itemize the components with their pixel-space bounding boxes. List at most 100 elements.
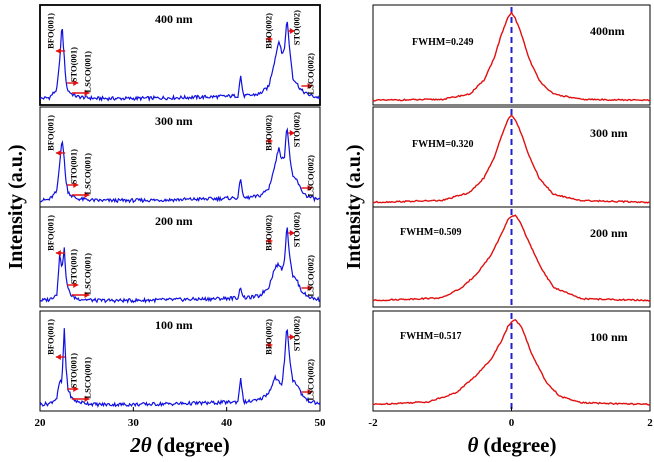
- rocking-subplot-4: FWHM=0.517 100 nm: [372, 310, 651, 412]
- right-y-axis-label: Intensity (a.u.): [343, 144, 365, 269]
- rocking-subplots: FWHM=0.249 400nm FWHM=0.320 300 nm FWHM=0.50…: [372, 4, 651, 412]
- peak-label: LSCO(002): [306, 255, 316, 297]
- peak-label: LSCO(001): [83, 253, 93, 295]
- peak-arrowhead: [265, 342, 271, 348]
- peak-label: BFO(001): [45, 319, 55, 355]
- peak-arrowhead: [289, 230, 295, 236]
- peak-label: STO(002): [292, 212, 302, 247]
- thickness-label: 400nm: [590, 24, 625, 38]
- left-x-axis-unit: (degree): [157, 433, 230, 457]
- xrd-trace-1: [39, 21, 321, 103]
- x-tick-label: -2: [368, 417, 378, 429]
- xrd-subplot-2: 300 nm BFO(001) STO(001) LSCO(001) BFO(002) S…: [39, 106, 321, 208]
- peak-arrowhead: [55, 250, 61, 256]
- peak-label: BFO(002): [264, 115, 274, 151]
- peak-arrowhead: [73, 182, 79, 188]
- peak-arrowhead: [265, 138, 271, 144]
- x-tick-label: 30: [128, 417, 140, 429]
- rocking-trace-3: [372, 214, 651, 302]
- thickness-label: 200 nm: [155, 214, 193, 228]
- fwhm-label: FWHM=0.517: [400, 331, 462, 342]
- peak-label: LSCO(002): [306, 359, 316, 401]
- rocking-subplot-3: FWHM=0.509 200 nm: [372, 206, 651, 308]
- rocking-curve-panel: Intensity (a.u.) FWHM=0.249 400nm FWHM=0.3…: [343, 4, 653, 457]
- peak-arrowhead: [73, 386, 79, 392]
- subplot-frame: [39, 4, 321, 106]
- right-x-axis-symbol: θ: [468, 433, 479, 457]
- rocking-trace-1: [372, 11, 651, 102]
- thickness-label: 300 nm: [155, 114, 193, 128]
- x-tick-label: 50: [315, 417, 327, 429]
- peak-arrowhead: [265, 238, 271, 244]
- subplot-frame: [39, 106, 321, 208]
- peak-label: STO(001): [69, 353, 79, 388]
- peak-arrowhead: [289, 130, 295, 136]
- peak-label: BFO(001): [45, 115, 55, 151]
- subplot-frame: [39, 206, 321, 308]
- rocking-subplot-2: FWHM=0.320 300 nm: [372, 106, 651, 208]
- peak-arrowhead: [289, 334, 295, 340]
- left-x-axis-symbol: 2θ: [129, 433, 152, 457]
- thickness-label: 200 nm: [590, 226, 628, 240]
- xrd-trace-2: [39, 127, 321, 204]
- peak-label: LSCO(002): [306, 155, 316, 197]
- peak-arrowhead: [307, 389, 313, 395]
- peak-label: STO(001): [69, 249, 79, 284]
- rocking-trace-2: [372, 114, 651, 204]
- peak-arrowhead: [73, 282, 79, 288]
- x-tick-label: 40: [221, 417, 233, 429]
- peak-label: BFO(002): [264, 13, 274, 49]
- peak-label: BFO(002): [264, 215, 274, 251]
- peak-arrowhead: [55, 150, 61, 156]
- peak-label: STO(001): [69, 149, 79, 184]
- peak-arrowhead: [307, 285, 313, 291]
- peak-arrowhead: [73, 80, 79, 86]
- xrd-trace-4: [39, 328, 321, 408]
- fwhm-label: FWHM=0.509: [400, 227, 462, 238]
- peak-arrowhead: [55, 48, 61, 54]
- peak-label: STO(002): [292, 112, 302, 147]
- peak-label: STO(002): [292, 10, 302, 45]
- xrd-panel: Intensity (a.u.) 400 nm BFO(001) STO(001) L…: [5, 4, 327, 457]
- peak-label: LSCO(001): [83, 153, 93, 195]
- x-tick-label: 20: [35, 417, 47, 429]
- x-tick-label: 2: [647, 417, 653, 429]
- peak-arrowhead: [265, 36, 271, 42]
- thickness-label: 100 nm: [590, 330, 628, 344]
- peak-label: BFO(002): [264, 319, 274, 355]
- thickness-label: 300 nm: [590, 126, 628, 140]
- fwhm-label: FWHM=0.249: [412, 37, 474, 48]
- right-x-axis-label: θ (degree): [468, 433, 557, 457]
- peak-label: LSCO(001): [83, 51, 93, 93]
- thickness-label: 400 nm: [155, 12, 193, 26]
- peak-label: STO(001): [69, 47, 79, 82]
- x-tick-label: 0: [509, 417, 515, 429]
- thickness-label: 100 nm: [155, 318, 193, 332]
- peak-arrowhead: [84, 396, 90, 402]
- xrd-subplot-1: 400 nm BFO(001) STO(001) LSCO(001) BFO(002) S…: [39, 4, 321, 106]
- rocking-trace-4: [372, 319, 651, 406]
- peak-arrowhead: [84, 292, 90, 298]
- peak-label: LSCO(001): [83, 357, 93, 399]
- xrd-subplots: 400 nm BFO(001) STO(001) LSCO(001) BFO(002) S…: [39, 4, 321, 412]
- peak-arrowhead: [84, 192, 90, 198]
- peak-arrowhead: [55, 354, 61, 360]
- peak-arrowhead: [289, 28, 295, 34]
- left-x-axis-label: 2θ (degree): [129, 433, 229, 457]
- peak-label: BFO(001): [45, 13, 55, 49]
- rocking-subplot-1: FWHM=0.249 400nm: [372, 4, 651, 106]
- xrd-x-ticks: 20 30 40 50: [35, 407, 327, 429]
- peak-label: BFO(001): [45, 215, 55, 251]
- peak-label: STO(002): [292, 316, 302, 351]
- fwhm-label: FWHM=0.320: [412, 139, 474, 150]
- xrd-subplot-4: 100 nm BFO(001) STO(001) LSCO(001) BFO(002) S…: [39, 310, 321, 412]
- subplot-frame: [39, 310, 321, 412]
- peak-label: LSCO(002): [306, 53, 316, 95]
- xrd-trace-3: [39, 227, 321, 304]
- peak-arrowhead: [84, 90, 90, 96]
- right-x-axis-unit: (degree): [483, 433, 556, 457]
- peak-arrowhead: [307, 83, 313, 89]
- xrd-subplot-3: 200 nm BFO(001) STO(001) LSCO(001) BFO(002) S…: [39, 206, 321, 308]
- peak-arrowhead: [307, 185, 313, 191]
